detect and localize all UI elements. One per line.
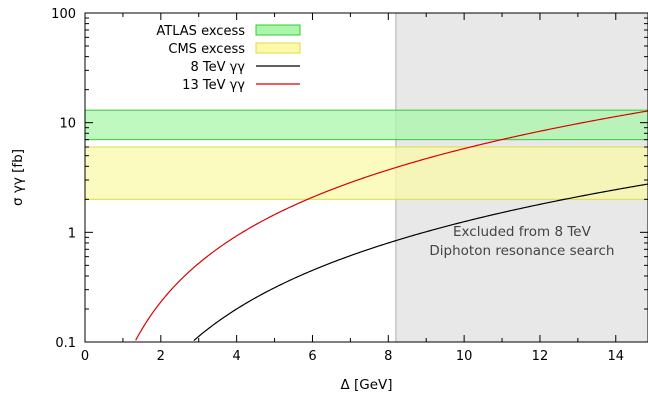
legend-cms: CMS excess	[168, 42, 301, 57]
series-line-8tev	[193, 183, 648, 342]
plot-frame	[84, 12, 648, 343]
legend-label: 8 TeV γγ	[190, 60, 245, 75]
legend-atlas: ATLAS excess	[156, 24, 301, 39]
y-axis-label: σ γγ [fb]	[10, 149, 26, 206]
axes: 0 2 4 6 8 10 12 14 0.1 1 10 100 Δ [GeV] σ γγ [fb]	[10, 7, 648, 393]
y-tick-label: 0.1	[55, 336, 76, 351]
excluded-region-label-line: Diphoton resonance search	[429, 243, 614, 259]
excess-bands	[84, 109, 648, 200]
legend-8tev: 8 TeV γγ	[190, 60, 300, 75]
legend-label: ATLAS excess	[156, 24, 245, 39]
legend-label: 13 TeV γγ	[182, 78, 245, 93]
x-tick-label: 0	[81, 349, 89, 364]
x-tick-label: 6	[308, 349, 316, 364]
legend-13tev: 13 TeV γγ	[182, 78, 300, 93]
legend-label: CMS excess	[168, 42, 245, 57]
x-tick-label: 4	[233, 349, 241, 364]
excluded-region-label-line: Excluded from 8 TeV	[453, 224, 592, 240]
x-tick-label: 2	[157, 349, 165, 364]
x-tick-label: 12	[532, 349, 549, 364]
series-lines	[135, 110, 648, 342]
legend-swatch	[255, 42, 301, 54]
x-axis-label: Δ [GeV]	[340, 377, 392, 393]
x-tick-label: 8	[384, 349, 392, 364]
y-tick-label: 1	[68, 226, 76, 241]
legend-swatch	[255, 24, 301, 36]
excluded-region-label: Excluded from 8 TeV Diphoton resonance se…	[429, 224, 614, 259]
series-line-13tev	[135, 110, 648, 341]
band-cms	[84, 146, 648, 200]
y-tick-label: 100	[51, 7, 76, 22]
band-atlas	[84, 109, 648, 141]
y-tick-label: 10	[59, 117, 76, 132]
x-tick-label: 10	[456, 349, 473, 364]
x-tick-label: 14	[608, 349, 625, 364]
legend: ATLAS excess CMS excess 8 TeV γγ 13 TeV γγ	[156, 24, 301, 93]
